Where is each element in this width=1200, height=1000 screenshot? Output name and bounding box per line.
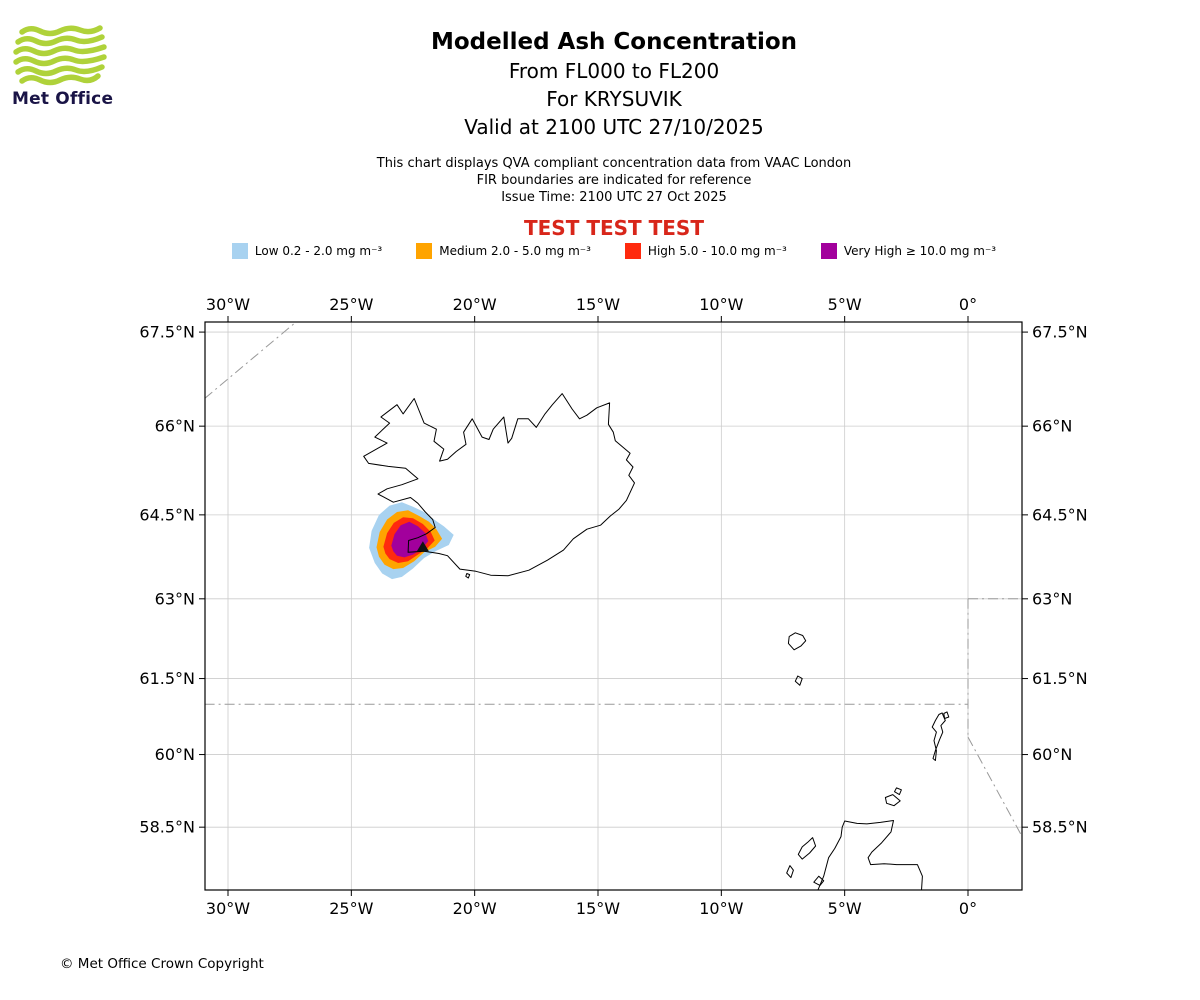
legend-swatch-icon (416, 243, 433, 259)
axis-label-lat-right: 64.5°N (1032, 505, 1088, 524)
legend-label: Low 0.2 - 2.0 mg m⁻³ (254, 244, 383, 258)
axis-label-lon-bottom: 25°W (329, 899, 373, 918)
map-frame (204, 321, 1023, 891)
legend-item-very-high: Very High ≥ 10.0 mg m⁻³ (820, 243, 997, 259)
axis-label-lat-left: 63°N (155, 589, 195, 608)
axis-label-lon-bottom: 0° (959, 899, 977, 918)
legend-label: Very High ≥ 10.0 mg m⁻³ (843, 244, 997, 258)
legend-label: Medium 2.0 - 5.0 mg m⁻³ (439, 244, 591, 258)
axis-label-lon-top: 25°W (329, 295, 373, 314)
axis-label-lat-left: 64.5°N (139, 505, 195, 524)
coastline-scotland (817, 820, 923, 890)
title-block: Modelled Ash Concentration From FL000 to… (205, 28, 1023, 240)
axis-label-lat-left: 66°N (155, 417, 195, 436)
axis-label-lat-left: 67.5°N (139, 323, 195, 342)
axis-label-lat-left: 61.5°N (139, 669, 195, 688)
axis-label-lat-left: 58.5°N (139, 818, 195, 837)
axis-label-lon-top: 5°W (828, 295, 862, 314)
axis-label-lat-right: 58.5°N (1032, 818, 1088, 837)
chart-title: Modelled Ash Concentration (430, 29, 798, 55)
logo-waves-icon (13, 25, 107, 86)
chart-subtitle-volcano: For KRYSUVIK (546, 87, 682, 111)
axis-label-lon-bottom: 20°W (453, 899, 497, 918)
fir-boundary-reykjavik-nw (205, 322, 297, 399)
coastline-faroe-main (787, 632, 807, 651)
coastline-hebrides-lewis (797, 837, 817, 860)
coastline-hebrides-uist (786, 865, 794, 879)
axis-label-lat-left: 60°N (155, 745, 195, 764)
fir-boundary-southeast-diagonal (967, 736, 1022, 838)
axis-label-lon-top: 15°W (576, 295, 620, 314)
test-banner: TEST TEST TEST (524, 216, 704, 240)
axis-label-lat-right: 60°N (1032, 745, 1072, 764)
axis-label-lon-top: 20°W (453, 295, 497, 314)
coastline-iceland (363, 393, 635, 577)
axis-label-lon-top: 0° (959, 295, 977, 314)
legend-item-medium: Medium 2.0 - 5.0 mg m⁻³ (416, 243, 591, 259)
footer-copyright: © Met Office Crown Copyright (60, 956, 264, 972)
coastline-orkney (884, 794, 901, 807)
chart-subtitle-flight-levels: From FL000 to FL200 (508, 59, 720, 83)
axis-label-lon-bottom: 5°W (828, 899, 862, 918)
axis-label-lon-bottom: 15°W (576, 899, 620, 918)
legend-swatch-icon (624, 243, 641, 259)
legend-item-low: Low 0.2 - 2.0 mg m⁻³ (231, 243, 383, 259)
coastline-vestmannaeyjar (465, 573, 471, 579)
legend-swatch-icon (820, 243, 837, 259)
map-clip-group (205, 322, 1022, 890)
coastline-shetland (931, 712, 946, 761)
chart-note-issue-time: Issue Time: 2100 UTC 27 Oct 2025 (501, 190, 727, 205)
axis-label-lon-top: 10°W (699, 295, 743, 314)
chart-note-qva: This chart displays QVA compliant concen… (376, 156, 852, 171)
coastline-skye (813, 875, 825, 886)
legend-item-high: High 5.0 - 10.0 mg m⁻³ (624, 243, 787, 259)
axis-label-lat-right: 67.5°N (1032, 323, 1088, 342)
legend-label: High 5.0 - 10.0 mg m⁻³ (647, 244, 787, 258)
coastline-shetland-north (943, 711, 950, 719)
axis-label-lon-top: 30°W (206, 295, 250, 314)
legend: Low 0.2 - 2.0 mg m⁻³ Medium 2.0 - 5.0 mg … (205, 243, 1023, 259)
coastline-orkney-north (894, 787, 902, 796)
coastline-faroe-south (794, 675, 803, 686)
axis-label-lon-bottom: 30°W (206, 899, 250, 918)
legend-swatch-icon (231, 243, 248, 259)
axis-label-lon-bottom: 10°W (699, 899, 743, 918)
chart-note-fir: FIR boundaries are indicated for referen… (476, 173, 752, 188)
chart-notes: This chart displays QVA compliant concen… (205, 155, 1023, 206)
chart-subtitle-valid-time: Valid at 2100 UTC 27/10/2025 (464, 115, 764, 139)
logo-wordmark: Met Office (12, 89, 114, 109)
axis-label-lat-right: 61.5°N (1032, 669, 1088, 688)
volcano-marker (416, 541, 429, 552)
axis-label-lat-right: 66°N (1032, 417, 1072, 436)
axis-label-lat-right: 63°N (1032, 589, 1072, 608)
met-office-logo: Met Office (12, 24, 132, 109)
